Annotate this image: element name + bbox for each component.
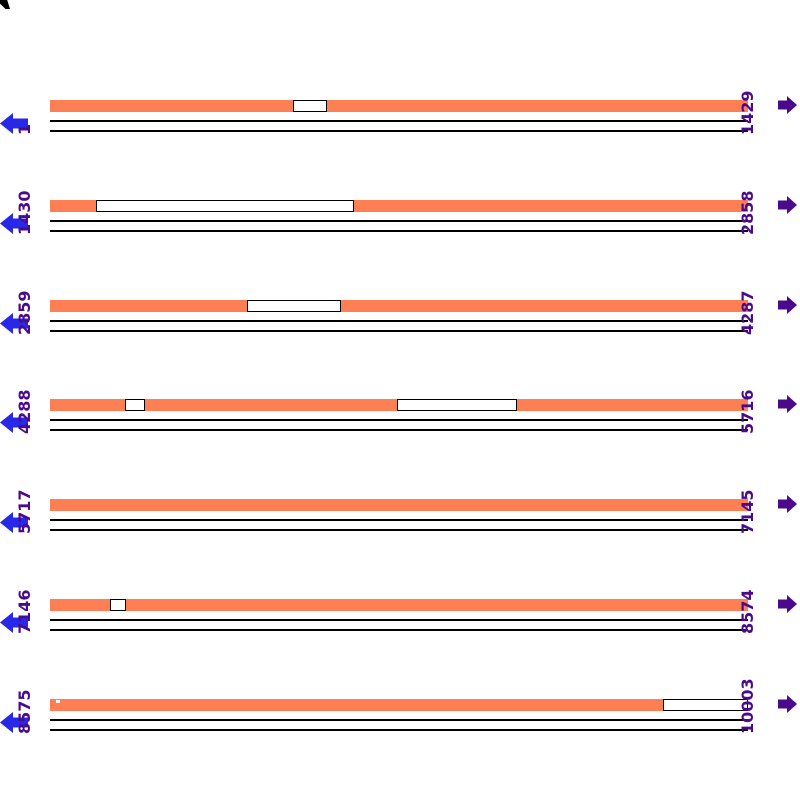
right-arrow-icon[interactable] — [778, 695, 797, 713]
right-arrow-icon[interactable] — [778, 96, 797, 114]
row-end-coordinate: 7145 — [738, 489, 757, 534]
alignment-gap — [663, 699, 748, 711]
coverage-nick — [56, 700, 60, 703]
coverage-bar[interactable] — [50, 100, 748, 112]
alignment-gap — [247, 300, 341, 312]
right-arrow-icon[interactable] — [778, 196, 797, 214]
ruler-line — [50, 519, 748, 521]
row-start-coordinate: 7146 — [15, 589, 34, 634]
row-start-coordinate: 8575 — [15, 689, 34, 734]
coverage-bar[interactable] — [50, 599, 748, 611]
ruler-line — [50, 619, 748, 621]
ruler-line — [50, 330, 748, 332]
row-start-coordinate: 4288 — [15, 389, 34, 434]
row-start-coordinate: 1430 — [15, 190, 34, 235]
sequence-row: 2859 4287 — [0, 290, 800, 400]
sequence-row: 4288 5716 — [0, 389, 800, 499]
right-arrow-icon[interactable] — [778, 495, 797, 513]
right-arrow-icon[interactable] — [778, 395, 797, 413]
left-arrow-icon[interactable] — [0, 113, 28, 134]
coverage-bar[interactable] — [50, 499, 748, 511]
row-start-coordinate: 2859 — [15, 290, 34, 335]
corner-artifact — [0, 0, 10, 9]
ruler-line — [50, 220, 748, 222]
sequence-row: 1430 2858 — [0, 190, 800, 300]
sequence-row: 5717 7145 — [0, 489, 800, 599]
left-arrow-icon[interactable] — [0, 612, 28, 633]
alignment-gap — [397, 399, 517, 411]
right-arrow-icon[interactable] — [778, 595, 797, 613]
ruler-line — [50, 429, 748, 431]
right-arrow-icon[interactable] — [778, 296, 797, 314]
ruler-line — [50, 320, 748, 322]
sequence-row: 8575 10003 — [0, 678, 800, 799]
alignment-gap — [293, 100, 327, 112]
coverage-bar[interactable] — [50, 300, 748, 312]
left-arrow-icon[interactable] — [0, 712, 28, 733]
row-end-coordinate: 2858 — [738, 190, 757, 235]
row-end-coordinate: 1429 — [738, 90, 757, 135]
row-end-coordinate: 5716 — [738, 389, 757, 434]
alignment-gap — [96, 200, 354, 212]
coverage-bar[interactable] — [50, 699, 748, 711]
ruler-line — [50, 729, 748, 731]
left-arrow-icon[interactable] — [0, 213, 28, 234]
left-arrow-icon[interactable] — [0, 412, 28, 433]
row-start-coordinate: 1 — [15, 123, 34, 135]
row-end-coordinate: 4287 — [738, 290, 757, 335]
sequence-row: 1 1429 — [0, 90, 800, 200]
alignment-gap — [110, 599, 126, 611]
ruler-line — [50, 419, 748, 421]
ruler-line — [50, 629, 748, 631]
left-arrow-icon[interactable] — [0, 512, 28, 533]
left-arrow-icon[interactable] — [0, 313, 28, 334]
sequence-row: 7146 8574 — [0, 589, 800, 699]
row-start-coordinate: 5717 — [15, 489, 34, 534]
row-end-coordinate: 10003 — [738, 678, 757, 734]
alignment-gap — [125, 399, 145, 411]
ruler-line — [50, 120, 748, 122]
ruler-line — [50, 719, 748, 721]
ruler-line — [50, 230, 748, 232]
ruler-line — [50, 529, 748, 531]
ruler-line — [50, 130, 748, 132]
row-end-coordinate: 8574 — [738, 589, 757, 634]
